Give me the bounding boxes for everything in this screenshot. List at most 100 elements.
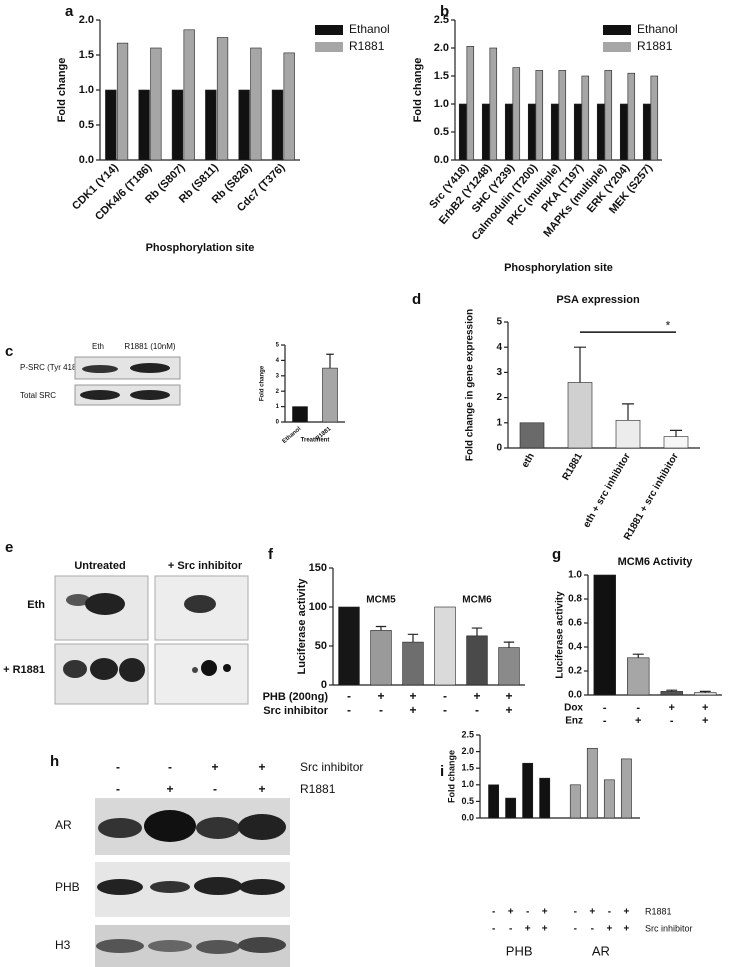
panel-letter: c (5, 343, 13, 360)
bar (694, 692, 717, 696)
error-bar (574, 346, 586, 383)
condition-sign: + (377, 689, 384, 703)
panel-letter: i (440, 763, 444, 780)
panel-letter: g (552, 546, 561, 563)
y-tick-label: 150 (309, 562, 327, 574)
bar (604, 70, 613, 161)
condition-sign: + (623, 924, 629, 935)
blot-row-label: Total SRC (20, 391, 56, 400)
y-tick-label: 5 (496, 317, 502, 328)
bar (489, 47, 498, 161)
error-bar (375, 625, 387, 631)
bar (519, 422, 545, 449)
y-tick-label: 4 (276, 358, 280, 364)
legend-swatch (315, 25, 343, 35)
x-tick-label: eth + src inhibitor (581, 451, 633, 529)
condition-sign: + (623, 907, 629, 918)
bar (663, 436, 689, 449)
y-tick-label: 1.5 (461, 763, 474, 773)
y-tick-label: 100 (309, 601, 327, 613)
bar (466, 46, 475, 161)
blot-column-label: Eth (92, 342, 104, 351)
bar (338, 606, 360, 686)
bar (527, 103, 536, 161)
legend-label: Ethanol (637, 22, 678, 36)
blot-row-label: + R1881 (3, 664, 45, 676)
condition-sign: - (636, 702, 640, 714)
condition-sign: - (443, 703, 447, 717)
bar (271, 89, 284, 161)
y-axis-label: Luciferase activity (296, 578, 308, 675)
blot-image (74, 356, 181, 406)
condition-sign: + (669, 702, 675, 714)
condition-sign: - (347, 689, 351, 703)
bar (558, 70, 567, 161)
error-bar (503, 641, 515, 648)
y-tick-label: 2.0 (434, 42, 449, 54)
bar (138, 89, 150, 161)
bar (512, 67, 521, 161)
y-tick-label: 1.5 (79, 49, 94, 61)
x-tick-label: R1881 (561, 451, 585, 482)
condition-label: Src inhibitor (645, 923, 693, 933)
condition-sign: - (526, 907, 529, 918)
bar (322, 367, 338, 423)
bar (283, 52, 295, 161)
y-tick-label: 0.5 (79, 119, 94, 131)
condition-sign: + (473, 689, 480, 703)
bar (615, 419, 641, 449)
y-tick-label: 3 (276, 373, 280, 379)
blot-row-label: Eth (27, 599, 45, 611)
blot-column-label: Untreated (74, 560, 125, 572)
group-label: MCM6 (462, 595, 492, 606)
bar (596, 103, 605, 161)
group-label: AR (592, 943, 610, 958)
bar (567, 382, 593, 449)
error-bar (666, 689, 678, 692)
panel-letter: a (65, 3, 74, 20)
bar (466, 635, 488, 686)
legend-label: R1881 (349, 39, 385, 53)
legend-label: R1881 (637, 39, 673, 53)
x-axis-label: Phosphorylation site (146, 242, 255, 254)
y-tick-label: 1.0 (461, 779, 474, 789)
blot-image (54, 575, 249, 705)
bar (183, 29, 195, 161)
blot-row-label: PHB (55, 880, 80, 894)
x-tick-label: eth (520, 451, 537, 469)
y-tick-label: 0.0 (568, 690, 582, 701)
bar (434, 606, 456, 686)
bar (292, 406, 308, 423)
condition-sign: + (702, 702, 708, 714)
bar (603, 779, 615, 819)
y-tick-label: 3 (496, 367, 502, 378)
bar (402, 641, 424, 686)
condition-sign: - (509, 924, 512, 935)
error-bar (471, 627, 483, 636)
bar (150, 47, 162, 161)
legend-swatch (315, 42, 343, 52)
y-tick-label: 2.0 (461, 746, 474, 756)
bar (216, 37, 229, 161)
y-tick-label: 0 (496, 443, 502, 454)
y-tick-label: 2.0 (79, 14, 94, 26)
condition-sign: - (475, 703, 479, 717)
bar (550, 103, 559, 161)
bar (569, 784, 581, 819)
y-tick-label: 0.5 (461, 796, 474, 806)
condition-sign: + (589, 907, 595, 918)
condition-sign: - (379, 703, 383, 717)
y-tick-label: 0.5 (434, 126, 449, 138)
y-tick-label: 0.4 (568, 642, 582, 653)
condition-sign: - (116, 760, 120, 774)
error-bar (632, 653, 644, 658)
group-label: PHB (506, 943, 533, 958)
y-tick-label: 1.0 (434, 98, 449, 110)
condition-sign: + (505, 689, 512, 703)
y-tick-label: 0.0 (434, 154, 449, 166)
y-axis-label: Fold change in gene expression (465, 309, 476, 461)
bar (505, 797, 517, 819)
condition-sign: - (603, 702, 607, 714)
